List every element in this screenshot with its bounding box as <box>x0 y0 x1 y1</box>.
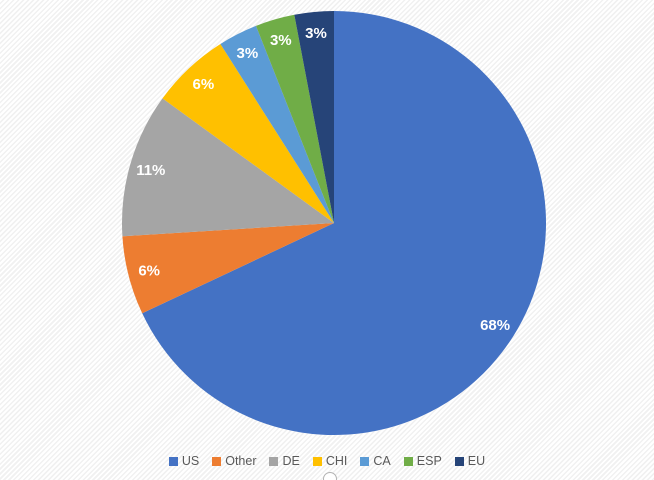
legend-item-CHI[interactable]: CHI <box>312 453 348 468</box>
legend-item-Other[interactable]: Other <box>212 455 256 468</box>
legend-item-CA[interactable]: CA <box>360 453 391 468</box>
pie-slice-Other[interactable] <box>122 223 335 314</box>
legend-swatch-icon <box>269 456 279 466</box>
legend-swatch-icon <box>168 456 178 466</box>
data-label-CHI: 6% <box>193 76 215 93</box>
legend-label: DE <box>282 453 300 468</box>
legend-swatch-icon <box>312 456 322 466</box>
legend-item-US[interactable]: US <box>168 453 200 468</box>
legend-label: CA <box>373 453 391 468</box>
pie-slice-US[interactable] <box>142 11 547 435</box>
legend-label: US <box>181 453 200 468</box>
legend-label: Other <box>225 453 257 468</box>
legend: US Other DE CHI CA ESP EU <box>0 452 654 470</box>
data-label-US: 68% <box>480 317 510 334</box>
legend-label: CHI <box>325 453 348 468</box>
chart-selection-handle-bottom[interactable] <box>323 472 337 480</box>
pie-slice-EU[interactable] <box>294 11 334 223</box>
pie-slice-DE[interactable] <box>121 98 334 237</box>
data-label-DE: 11% <box>136 162 165 179</box>
legend-item-ESP[interactable]: ESP <box>403 453 442 468</box>
pie-slice-ESP[interactable] <box>256 14 334 223</box>
pie-slice-CA[interactable] <box>220 25 334 224</box>
legend-label: EU <box>467 453 486 468</box>
data-label-ESP: 3% <box>270 32 292 49</box>
legend-swatch-icon <box>454 456 464 466</box>
data-label-Other: 6% <box>138 263 160 280</box>
legend-swatch-icon <box>212 456 222 466</box>
legend-swatch-icon <box>403 456 413 466</box>
legend-label: ESP <box>416 453 442 468</box>
legend-swatch-icon <box>360 456 370 466</box>
legend-item-DE[interactable]: DE <box>269 453 300 468</box>
data-label-EU: 3% <box>305 25 327 42</box>
legend-item-EU[interactable]: EU <box>454 453 486 468</box>
data-label-CA: 3% <box>237 45 259 62</box>
pie-slice-CHI[interactable] <box>162 44 335 223</box>
